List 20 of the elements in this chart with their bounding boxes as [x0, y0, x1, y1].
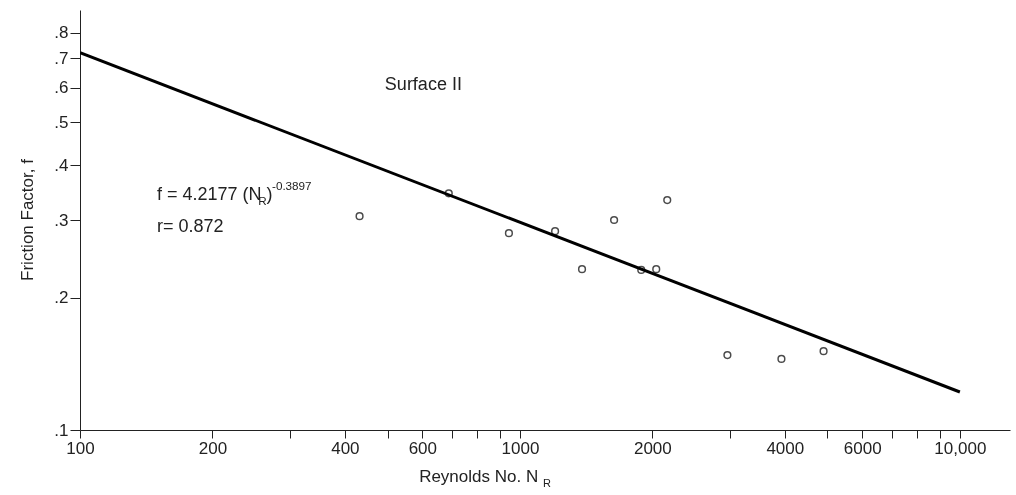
- x-tick-label: 6000: [843, 438, 882, 458]
- y-tick-label: .4: [54, 155, 69, 175]
- x-tick-label: 10,000: [934, 438, 987, 458]
- annotation: Surface II: [384, 74, 462, 94]
- annotation: r= 0.872: [157, 216, 224, 236]
- y-tick-label: .7: [54, 48, 69, 68]
- x-tick-label: 600: [408, 438, 438, 458]
- y-tick-label: .3: [54, 210, 69, 230]
- y-tick-label: .6: [54, 78, 69, 97]
- x-tick-label: 1000: [501, 438, 540, 458]
- y-axis-title: Friction Factor, f: [18, 158, 37, 281]
- y-tick-label: .2: [54, 288, 69, 307]
- y-tick-label: .5: [54, 112, 69, 132]
- x-tick-label: 100: [66, 438, 95, 458]
- y-tick-label: .8: [54, 23, 69, 43]
- x-tick-label: 400: [331, 438, 360, 458]
- x-tick-label: 2000: [633, 438, 672, 458]
- x-tick-label: 200: [198, 438, 228, 458]
- x-tick-label: 4000: [766, 438, 805, 458]
- y-tick-label: .1: [54, 420, 69, 440]
